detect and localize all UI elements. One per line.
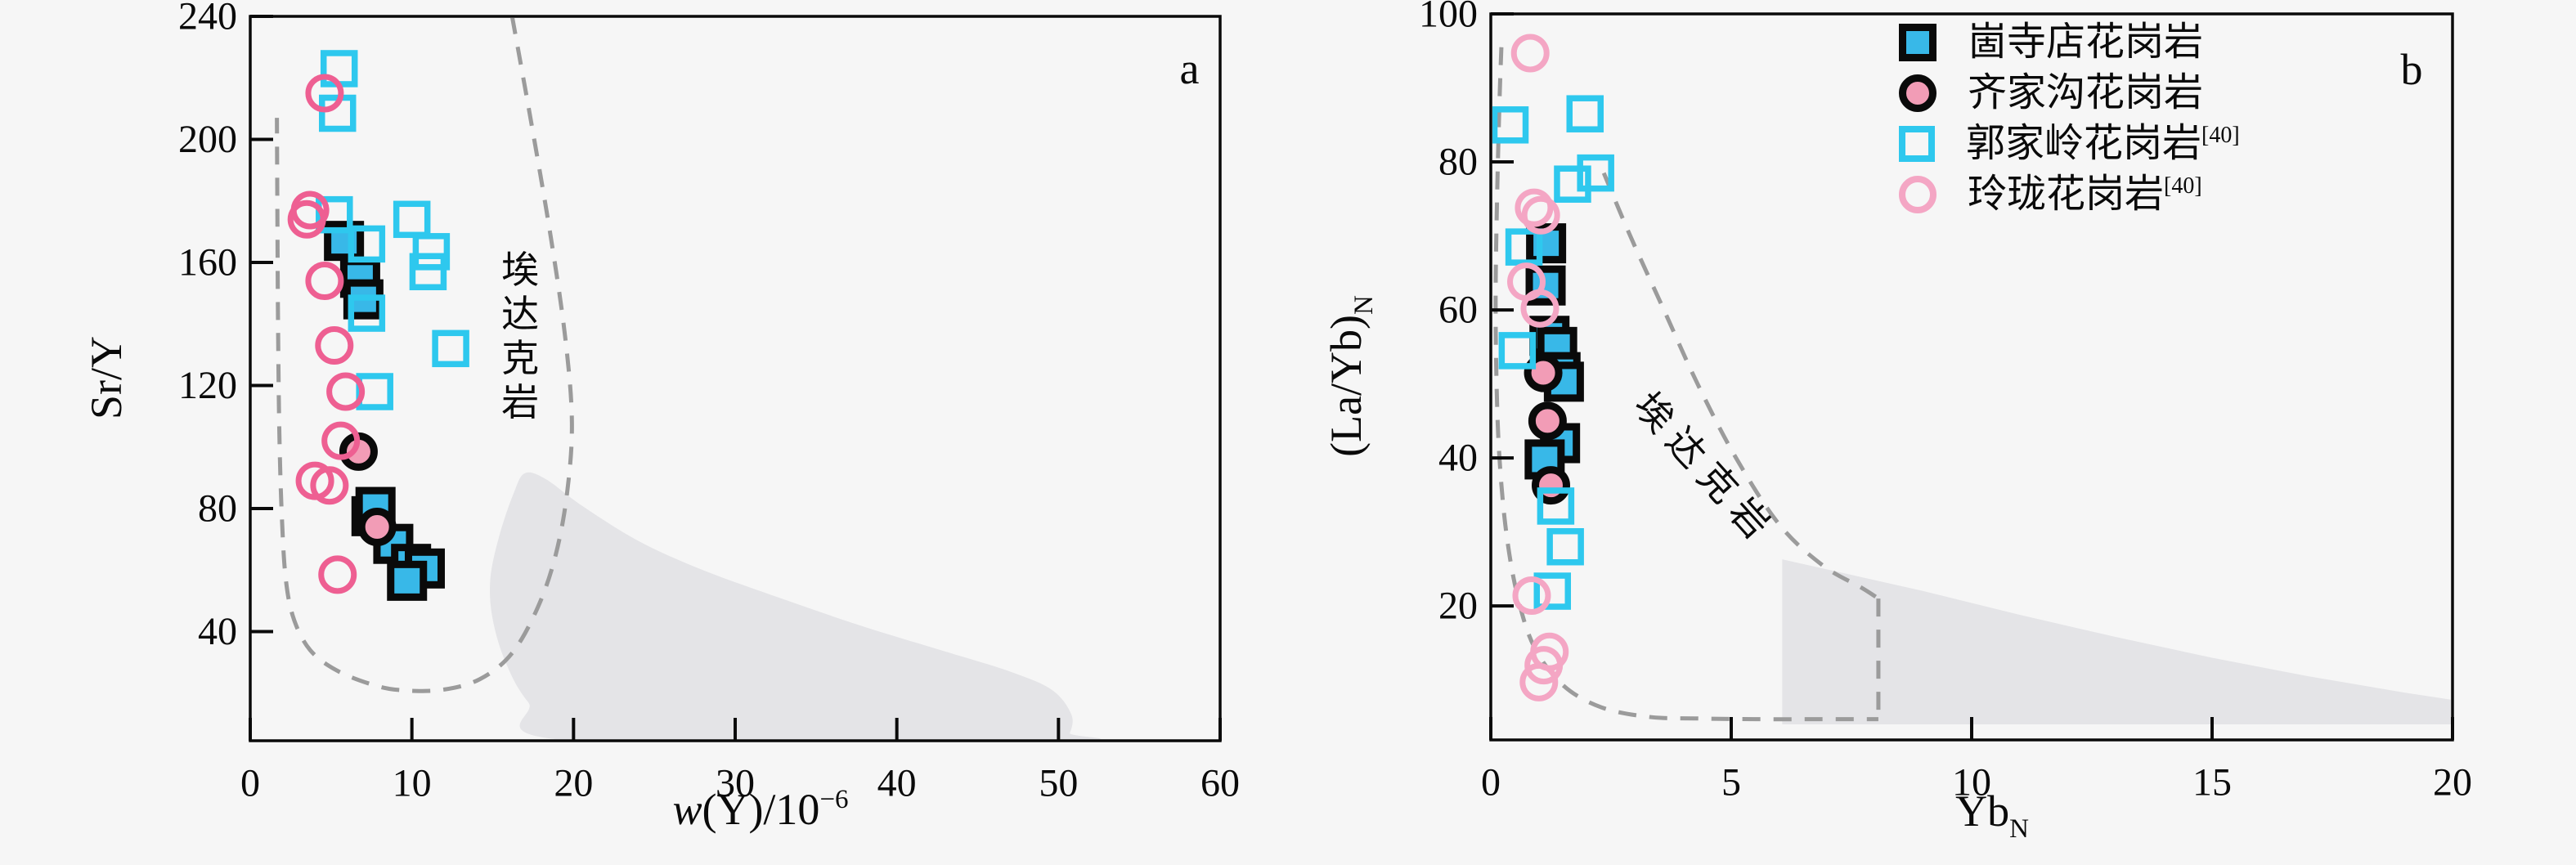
legend-item-linglong: 玲珑花岗岩[40] [1899,173,2240,216]
data-point [1537,487,1575,525]
data-point [321,421,361,460]
data-point [348,225,386,263]
y-tick-label: 200 [178,118,237,161]
y-tick-label: 100 [1419,0,1478,36]
x-tick-label: 20 [554,762,593,805]
series-open-circle [1507,34,1569,701]
x-axis-title: YbN [1955,787,2029,844]
legend-label: 齐家沟花岗岩 [1968,71,2204,114]
data-point [1528,401,1567,441]
x-tick-label: 10 [393,762,432,805]
data-point [326,372,366,411]
legend-item-gusidian: 崮寺店花岗岩 [1899,21,2240,64]
data-point [1521,195,1560,235]
legend: 崮寺店花岗岩 齐家沟花岗岩 郭家岭花岗岩[40] 玲珑花岗岩[40] [1899,21,2240,216]
data-point [1520,289,1560,328]
y-tick-label: 120 [178,364,237,407]
adakite-diagonal [1601,172,1880,601]
data-point [305,262,344,301]
data-point [316,195,353,234]
panel-a: 埃达克岩 0 10 20 30 40 50 60 40 80 120 160 200 240 w(Y)/10… [82,0,1240,834]
data-point [387,560,428,601]
data-point [412,233,451,271]
filled-square-marker-icon [1899,24,1936,61]
region-label-char: 达 [501,294,539,335]
series-open-square [316,50,469,410]
data-point [1524,646,1564,685]
data-point [310,466,349,505]
y-tick-label: 40 [1438,437,1478,480]
filled-circle-marker-icon [1899,74,1936,112]
region-label-char: 岩 [501,382,539,424]
x-tick-label: 50 [1039,762,1078,805]
data-point [1525,265,1566,306]
legend-label: 崮寺店花岗岩 [1968,20,2204,64]
x-tick-label: 5 [1721,761,1741,804]
legend-item-guojialing: 郭家岭花岗岩[40] [1899,123,2240,165]
region-label: 埃达克岩 [1626,384,1784,554]
data-point [318,555,357,594]
series-filled-circle [339,432,397,547]
x-tick-label: 20 [2433,761,2472,804]
series-open-square [1492,95,1614,610]
data-point [1510,34,1550,73]
data-point [315,326,354,365]
y-axis-title: (La/Yb)N [1322,295,1379,457]
data-point [1533,572,1572,610]
x-tick-label: 40 [877,762,917,805]
panel-b: 埃达克岩 0 5 10 15 20 20 40 60 80 100 YbN (La/Yb)N b [1322,0,2472,844]
y-tick-label: 20 [1438,585,1478,628]
x-tick-label: 10 [1952,761,1991,804]
adakite-left-bottom [1493,47,1878,722]
plot-area: 埃达克岩 [275,18,1101,739]
data-point [393,200,431,239]
data-point [409,253,447,291]
x-tick-label: 15 [2192,761,2232,804]
data-point [1546,527,1584,566]
y-tick-label: 60 [1438,289,1478,332]
data-point [305,74,344,113]
data-point [1515,188,1554,227]
data-point [1566,95,1604,132]
panel-letter: a [1179,44,1199,93]
legend-label: 玲珑花岗岩[40] [1968,173,2202,216]
series-open-circle [287,74,366,594]
y-tick-label: 240 [178,0,237,38]
data-point [1505,228,1543,266]
data-point [287,199,326,239]
data-point [1519,662,1559,701]
x-tick-label: 0 [1481,761,1501,804]
data-point [1492,106,1529,144]
y-tick-label: 80 [1438,141,1478,184]
open-circle-marker-icon [1899,176,1936,213]
island-arc-field [490,472,1101,739]
region-label-char: 克 [501,338,539,379]
legend-item-qijiagou: 齐家沟花岗岩 [1899,72,2240,114]
island-arc-field [1782,559,2451,724]
y-tick-label: 160 [178,240,237,284]
y-axis-title: Sr/Y [82,336,131,419]
data-point [1554,165,1591,203]
data-point [1577,154,1614,192]
adakite-outline [275,18,574,693]
x-axis-title: w(Y)/10−6 [672,785,848,834]
panel-letter: b [2401,45,2423,94]
legend-label: 郭家岭花岗岩[40] [1966,122,2240,165]
y-tick-label: 80 [198,486,237,530]
data-point [348,294,386,332]
x-tick-label: 30 [716,762,755,805]
x-tick-label: 60 [1200,762,1240,805]
data-point [1512,576,1551,615]
data-point [432,329,469,368]
region-label-char: 埃 [501,249,539,291]
y-tick-label: 40 [198,610,237,653]
series-filled-circle [1524,353,1570,505]
x-tick-label: 0 [240,762,260,805]
open-square-marker-icon [1899,126,1935,162]
data-point [1498,332,1537,370]
data-point [357,508,397,547]
